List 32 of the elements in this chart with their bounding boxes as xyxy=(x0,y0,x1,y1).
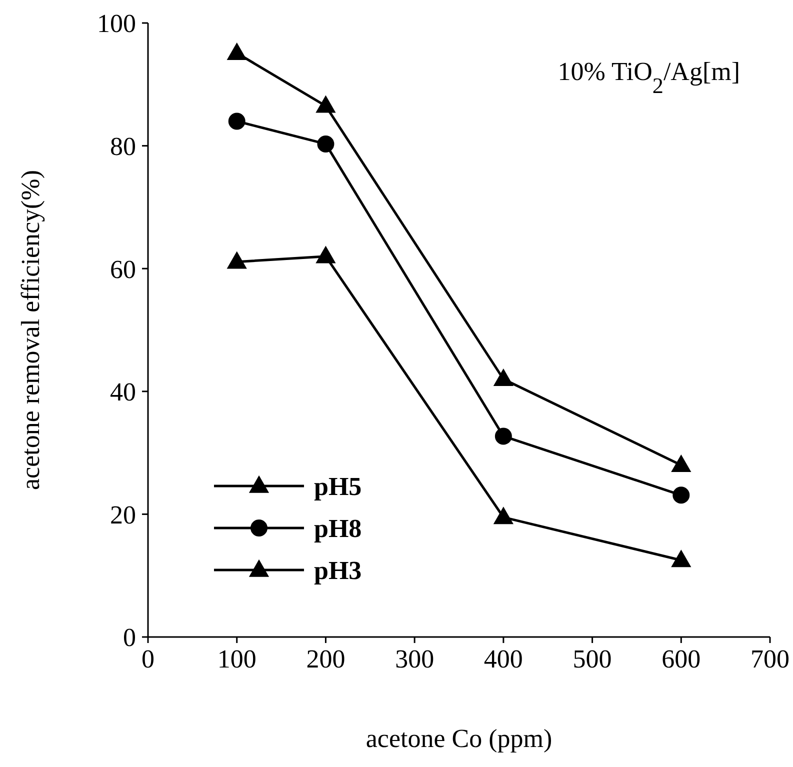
x-tick-label: 700 xyxy=(750,644,790,674)
y-tick-label: 0 xyxy=(123,623,136,652)
y-tick-label: 100 xyxy=(97,9,136,38)
x-axis-title: acetone Co (ppm) xyxy=(366,724,552,753)
point xyxy=(227,252,247,269)
point xyxy=(672,486,690,504)
y-axis-title: acetone removal efficiency(%) xyxy=(16,170,46,490)
x-tick-label: 0 xyxy=(142,644,154,674)
point xyxy=(494,369,514,386)
point xyxy=(316,246,336,264)
x-tick-label: 400 xyxy=(484,644,523,674)
point xyxy=(671,550,691,568)
x-tick-label: 600 xyxy=(662,644,701,674)
point xyxy=(316,96,336,113)
point xyxy=(227,42,247,60)
x-tick-label: 100 xyxy=(217,644,256,674)
point xyxy=(494,428,512,445)
legend-label: pH3 xyxy=(314,556,362,585)
y-tick-label: 40 xyxy=(110,378,136,407)
x-tick-label: 500 xyxy=(572,644,612,674)
legend-label: pH8 xyxy=(314,514,362,543)
y-tick-label: 80 xyxy=(110,132,136,162)
point xyxy=(671,454,691,472)
point xyxy=(317,135,334,152)
point xyxy=(494,507,514,524)
x-tick-label: 300 xyxy=(395,644,434,674)
annotation: 10% TiO$_{2}$/Ag[m] xyxy=(558,57,740,98)
x-tick-label: 200 xyxy=(306,644,346,674)
y-tick-label: 20 xyxy=(110,500,136,530)
point xyxy=(228,112,246,130)
legend-label: pH5 xyxy=(314,472,362,501)
y-tick-label: 60 xyxy=(110,254,136,284)
